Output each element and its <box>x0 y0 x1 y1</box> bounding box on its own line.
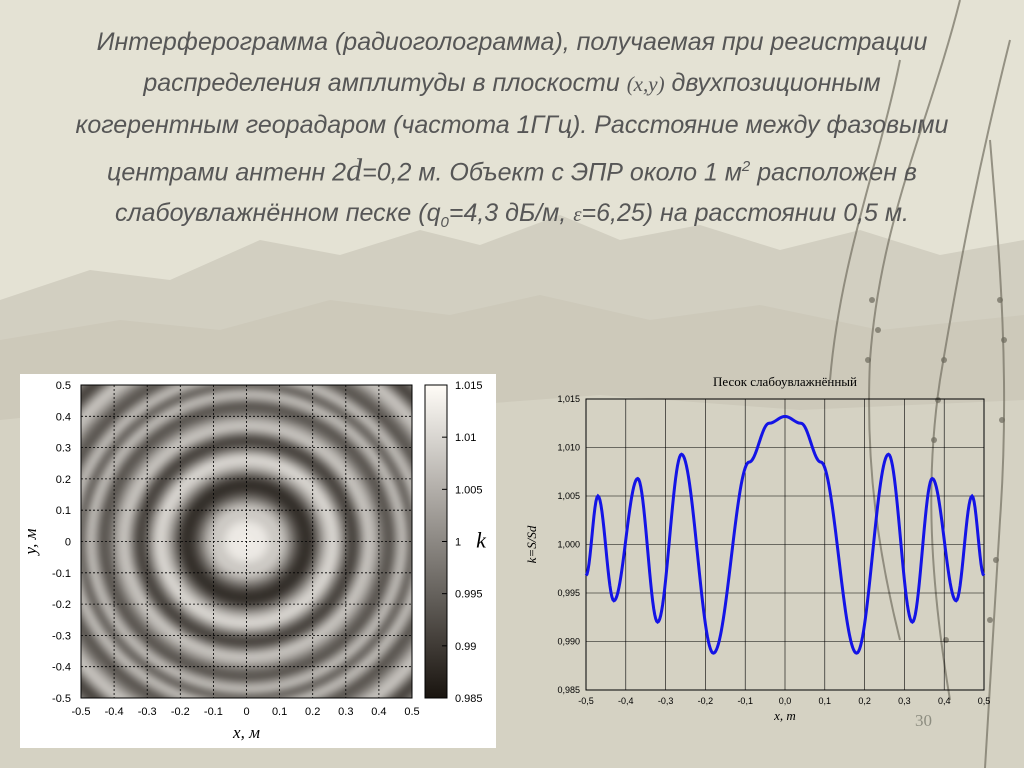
title-text: Интерферограмма (радиоголограмма), получ… <box>96 28 928 56</box>
heatmap-xtick-label: -0.1 <box>204 706 223 718</box>
heatmap-xtick-label: -0.4 <box>105 706 124 718</box>
line-ytick-label: 1,015 <box>557 394 580 404</box>
line-ytick-label: 0,995 <box>557 588 580 598</box>
heatmap-ytick-label: 0.2 <box>56 474 71 486</box>
title-text: двухпозиционным <box>664 69 881 97</box>
line-ytick-label: 0,990 <box>557 637 580 647</box>
heatmap-xtick-label: 0.2 <box>305 706 320 718</box>
colorbar-tick-label: 1.005 <box>455 484 483 496</box>
line-xtick-label: 0,1 <box>819 696 832 706</box>
line-xtick-label: 0,3 <box>898 696 911 706</box>
heatmap-ytick-label: -0.4 <box>52 662 71 674</box>
line-series-k <box>584 414 986 655</box>
title-text: =0,2 м. Объект с ЭПР около 1 м <box>362 158 742 187</box>
title-text: 0 <box>440 214 449 232</box>
heatmap-xtick-label: 0.3 <box>338 706 353 718</box>
colorbar-tick-label: 1 <box>455 537 461 549</box>
line-ylabel: k=S/Sd <box>524 525 539 563</box>
line-ytick-label: 1,005 <box>557 491 580 501</box>
colorbar-label: k <box>476 528 487 553</box>
heatmap-ytick-label: 0.1 <box>56 505 71 517</box>
heatmap-ytick-label: 0.3 <box>56 443 71 455</box>
heatmap-ytick-label: -0.5 <box>52 693 71 705</box>
line-xtick-label: -0,2 <box>698 696 714 706</box>
colorbar-tick-label: 0.99 <box>455 641 476 653</box>
heatmap-xlabel: x, м <box>232 723 260 742</box>
line-ytick-label: 0,985 <box>557 685 580 695</box>
line-xtick-label: -0,3 <box>658 696 674 706</box>
heatmap-xtick-label: 0.4 <box>371 706 386 718</box>
heatmap-xtick-label: 0.1 <box>272 706 287 718</box>
title-text: слабоувлажнённом песке (q <box>115 199 441 228</box>
title-line: центрами антенн 2d=0,2 м. Объект с ЭПР о… <box>10 146 1014 193</box>
heatmap-ylabel: y, м <box>21 528 40 556</box>
title-line: Интерферограмма (радиоголограмма), получ… <box>10 22 1014 63</box>
heatmap-panel: -0.5 -0.4 -0.3 -0.2 -0.1 0 0.1 0.2 0.3 0.4 0.5 0.5 0… <box>20 374 496 748</box>
line-chart-frame <box>585 398 985 691</box>
line-xtick-label: -0,1 <box>737 696 753 706</box>
heatmap-xtick-label: 0 <box>243 706 249 718</box>
line-chart-panel: Песок слабоувлажнённый -0,5 -0,4 -0,3 -0,2 -0… <box>514 372 994 738</box>
line-xtick-label: -0,4 <box>618 696 634 706</box>
colorbar-tick-label: 0.995 <box>455 589 483 601</box>
heatmap-ytick-label: 0.4 <box>56 411 71 423</box>
title-text: 2 <box>741 158 751 175</box>
heatmap-xtick-label: -0.3 <box>138 706 157 718</box>
amplitude-line-chart: Песок слабоувлажнённый -0,5 -0,4 -0,3 -0,2 -0… <box>524 374 991 723</box>
line-xtick-label: -0,5 <box>578 696 594 706</box>
heatmap-ytick-label: -0.1 <box>52 568 71 580</box>
colorbar-tick-label: 1.015 <box>455 380 483 392</box>
title-text: расположен в <box>750 158 917 187</box>
title-text: =6,25) на расстоянии 0,5 м. <box>581 199 910 228</box>
title-text: центрами антенн 2 <box>107 158 347 187</box>
heatmap-frame <box>80 384 413 699</box>
heatmap-xtick-label: -0.2 <box>171 706 190 718</box>
page-number: 30 <box>915 711 932 730</box>
line-xlabel: x, m <box>773 708 796 723</box>
line-ytick-label: 1,000 <box>557 540 580 550</box>
colorbar-tick-label: 0.985 <box>455 693 483 705</box>
title-line: слабоувлажнённом песке (q0=4,3 дБ/м, ε=6… <box>10 193 1014 243</box>
title-line: когерентным георадаром (частота 1ГГц). Р… <box>10 105 1014 146</box>
title-text: ε <box>573 202 582 227</box>
line-chart-title: Песок слабоувлажнённый <box>713 374 857 389</box>
heatmap-xtick-label: 0.5 <box>404 706 419 718</box>
line-xtick-label: 0,0 <box>779 696 792 706</box>
interferogram-heatmap: -0.5 -0.4 -0.3 -0.2 -0.1 0 0.1 0.2 0.3 0.4 0.5 0.5 0… <box>21 380 487 742</box>
heatmap-ytick-label: -0.3 <box>52 630 71 642</box>
heatmap-xtick-label: -0.5 <box>72 706 91 718</box>
title-line: распределения амплитуды в плоскости (x,y… <box>10 63 1014 105</box>
heatmap-ytick-label: 0 <box>65 537 71 549</box>
title-text: =4,3 дБ/м, <box>448 199 574 228</box>
colorbar-tick-label: 1.01 <box>455 432 476 444</box>
title-text: распределения амплитуды в плоскости <box>143 69 627 97</box>
line-xtick-label: 0,4 <box>938 696 951 706</box>
line-xtick-label: 0,5 <box>978 696 991 706</box>
line-xtick-label: 0,2 <box>858 696 871 706</box>
slide-title: Интерферограмма (радиоголограмма), получ… <box>10 22 1014 243</box>
title-text: (x,y) <box>626 72 665 96</box>
heatmap-ytick-label: -0.2 <box>52 599 71 611</box>
heatmap-ytick-label: 0.5 <box>56 380 71 392</box>
line-ytick-label: 1,010 <box>557 443 580 453</box>
title-text: когерентным георадаром (частота 1ГГц). Р… <box>75 111 949 139</box>
title-text: d <box>346 151 363 188</box>
